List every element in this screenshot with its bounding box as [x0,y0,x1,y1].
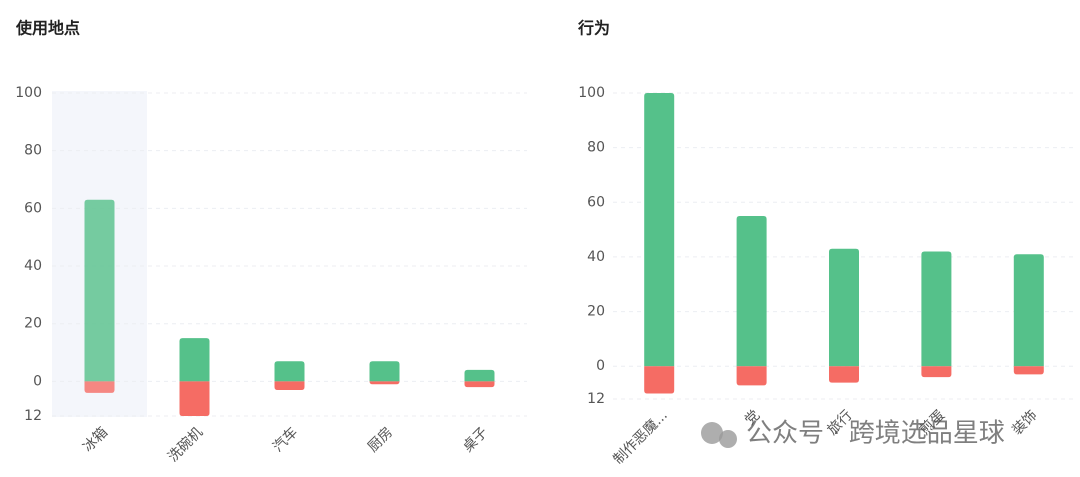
wm-icon [719,430,737,448]
x-tick-label: 冰箱 [80,424,111,455]
bar [1013,254,1044,367]
y-tick-label: 80 [587,140,605,156]
x-tick-label: 洗碗机 [165,424,206,465]
bar [369,381,400,385]
x-tick-label: 装饰 [1009,407,1040,438]
x-tick-label: 厨房 [365,424,396,455]
bar [921,251,952,367]
y-tick-label: 0 [596,358,605,374]
y-tick-label: 40 [587,249,605,265]
bar [369,361,400,382]
plots: 100 80 60 40 20 0 12 冰箱 洗碗机 汽车 厨房 桌子 100 80 60 40 20 0 12 制… [15,85,1075,468]
bar [829,366,859,383]
bar [829,248,859,367]
bar [464,369,495,382]
x-tick-label: 制作恶魔... [610,407,670,467]
bar [1013,366,1044,375]
watermark-text: 公众号 · 跨境选品星球 [746,419,1005,449]
y-tick-label: 0 [33,373,42,389]
y-tick-label: 60 [24,200,42,216]
bar [84,199,115,382]
y-tick-label: 20 [587,304,605,320]
bar [84,381,115,393]
wm-icon [701,422,723,444]
y-tick-label: 12 [24,408,42,424]
bar [274,361,305,382]
y-tick-label: 100 [578,85,605,101]
y-tick-label: 100 [15,85,42,101]
y-tick-label: 12 [587,391,605,407]
chart-title: 使用地点 [15,19,80,38]
y-tick-label: 60 [587,194,605,210]
x-tick-label: 汽车 [269,424,301,456]
bar [736,215,767,367]
watermark: 公众号 · 跨境选品星球 [701,419,1005,449]
y-tick-label: 80 [24,143,42,159]
bar [464,381,495,388]
bar [179,338,210,382]
bar [644,93,675,367]
bar [736,366,767,386]
bar [274,381,305,391]
x-tick-label: 桌子 [460,424,491,455]
y-tick-label: 20 [24,316,42,332]
chart-title: 行为 [577,19,610,38]
bar [644,366,675,394]
y-tick-label: 40 [24,258,42,274]
bar [179,381,210,416]
bar [921,366,952,378]
